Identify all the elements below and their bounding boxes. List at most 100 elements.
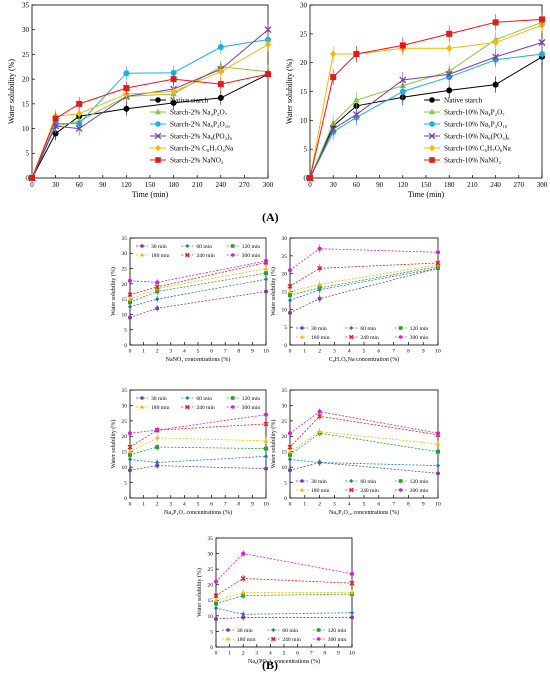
x-tick-label: 1 bbox=[142, 502, 145, 508]
series-line bbox=[215, 553, 353, 582]
x-tick-label: 3 bbox=[255, 651, 258, 657]
data-point bbox=[264, 276, 268, 282]
data-point bbox=[330, 50, 337, 58]
y-tick-label: 20 bbox=[282, 434, 288, 440]
data-point bbox=[317, 413, 323, 419]
x-tick-label: 120 bbox=[398, 181, 409, 189]
x-axis-label: NaNO₂ concentrations (%) bbox=[166, 356, 231, 363]
data-point bbox=[352, 111, 360, 119]
x-tick-label: 150 bbox=[145, 181, 156, 189]
legend-marker bbox=[398, 479, 403, 483]
x-tick-label: 1 bbox=[142, 349, 145, 355]
y-tick-label: 5 bbox=[124, 328, 127, 334]
chart-b5: 0 5 10 15 20 25 30 35 0 1 2 3 4 5 6 7 8 9 10 Na₆(PO₃)₆ conc… bbox=[196, 536, 355, 665]
y-tick-label: 35 bbox=[122, 236, 128, 242]
data-point bbox=[539, 51, 545, 58]
series-line bbox=[309, 18, 543, 179]
y-tick-label: 10 bbox=[22, 125, 30, 133]
legend-marker bbox=[185, 395, 190, 401]
data-point bbox=[288, 468, 292, 473]
x-tick-label: 0 bbox=[129, 349, 132, 355]
data-point bbox=[155, 306, 160, 311]
legend-label: 240 min bbox=[360, 488, 379, 494]
y-tick-label: 0 bbox=[26, 174, 30, 182]
data-point bbox=[446, 87, 453, 94]
data-point bbox=[287, 289, 293, 294]
y-tick-label: 5 bbox=[26, 150, 30, 158]
x-tick-label: 7 bbox=[224, 502, 227, 508]
legend-label: 120 min bbox=[242, 396, 261, 402]
data-point bbox=[52, 130, 59, 137]
legend-label: Starch-2% C₆H₇O₆Na bbox=[170, 145, 234, 153]
series-line bbox=[215, 617, 352, 620]
x-tick-label: 240 bbox=[490, 181, 501, 189]
x-tick-label: 0 bbox=[289, 349, 292, 355]
data-point bbox=[492, 53, 500, 61]
data-point bbox=[435, 441, 441, 446]
data-point bbox=[445, 70, 453, 78]
x-tick-label: 7 bbox=[392, 502, 395, 508]
legend-marker bbox=[140, 396, 144, 400]
chart-b3: 0 5 10 15 20 25 30 35 0 1 2 3 4 5 6 7 8 9 10 Na₄P₂O₇ concen… bbox=[110, 388, 269, 516]
legend-marker bbox=[429, 121, 435, 127]
x-tick-label: 4 bbox=[183, 349, 186, 355]
y-tick-label: 25 bbox=[300, 30, 308, 38]
legend-label: 30 min bbox=[311, 326, 327, 332]
legend: Native starch Starch-10% Na₄P₂O₇ Starch-10… bbox=[424, 97, 512, 165]
data-point bbox=[128, 431, 132, 436]
legend-label: 180 min bbox=[151, 253, 170, 259]
series-line bbox=[289, 432, 439, 456]
chart-b4: 0 5 10 15 20 25 30 35 0 1 2 3 4 5 6 7 8 9 10 Na₅P₃O₁₀ conce… bbox=[270, 388, 441, 516]
x-tick-label: 0 bbox=[215, 651, 218, 657]
chart-a1: 0 5 10 15 20 25 30 35 0 30 60 90 120 150 180 210 240 270 3… bbox=[7, 1, 274, 199]
x-tick-label: 8 bbox=[323, 651, 326, 657]
y-axis-label: Water solubility (%) bbox=[196, 568, 203, 617]
data-point bbox=[317, 460, 322, 465]
data-point bbox=[52, 115, 59, 122]
data-point bbox=[128, 452, 132, 457]
y-tick-label: 5 bbox=[284, 325, 287, 331]
data-point bbox=[330, 74, 337, 81]
data-point bbox=[399, 76, 407, 84]
x-axis-label: Time (min) bbox=[132, 190, 169, 199]
x-tick-label: 5 bbox=[197, 349, 200, 355]
series-line bbox=[289, 267, 439, 314]
data-point bbox=[213, 597, 219, 602]
data-point bbox=[128, 304, 132, 310]
data-point bbox=[240, 576, 246, 581]
x-tick-label: 5 bbox=[197, 502, 200, 508]
y-tick-label: 25 bbox=[122, 419, 128, 425]
y-tick-label: 10 bbox=[122, 312, 128, 318]
data-point bbox=[75, 125, 83, 133]
data-point bbox=[128, 468, 132, 473]
data-point bbox=[123, 105, 130, 112]
y-tick-label: 5 bbox=[124, 480, 127, 486]
y-tick-label: 15 bbox=[300, 88, 308, 96]
data-point bbox=[217, 68, 224, 76]
y-tick-label: 15 bbox=[282, 450, 288, 456]
x-tick-label: 8 bbox=[407, 502, 410, 508]
x-tick-label: 2 bbox=[156, 502, 159, 508]
legend-marker bbox=[185, 252, 190, 258]
x-tick-label: 7 bbox=[310, 651, 313, 657]
data-point bbox=[214, 616, 218, 621]
y-axis-label: Water solubility (%) bbox=[285, 59, 294, 124]
x-tick-label: 6 bbox=[296, 651, 299, 657]
x-tick-label: 2 bbox=[156, 349, 159, 355]
data-point bbox=[127, 444, 133, 450]
x-tick-label: 7 bbox=[224, 349, 227, 355]
legend-label: 30 min bbox=[311, 479, 327, 485]
data-point bbox=[288, 293, 292, 298]
legend: 30 min 60 min 120 min 180 min 240 min 300 min bbox=[296, 478, 428, 494]
x-tick-label: 2 bbox=[242, 651, 245, 657]
legend-marker bbox=[349, 334, 354, 340]
data-point bbox=[265, 40, 271, 49]
data-point bbox=[263, 421, 269, 427]
y-tick-label: 30 bbox=[282, 236, 288, 242]
x-tick-label: 2 bbox=[318, 502, 321, 508]
x-tick-label: 150 bbox=[421, 181, 432, 189]
series-line bbox=[289, 411, 439, 434]
legend-label: Starch-2% Na₅P₃O₁₀ bbox=[170, 121, 230, 129]
legend-marker bbox=[429, 97, 435, 103]
